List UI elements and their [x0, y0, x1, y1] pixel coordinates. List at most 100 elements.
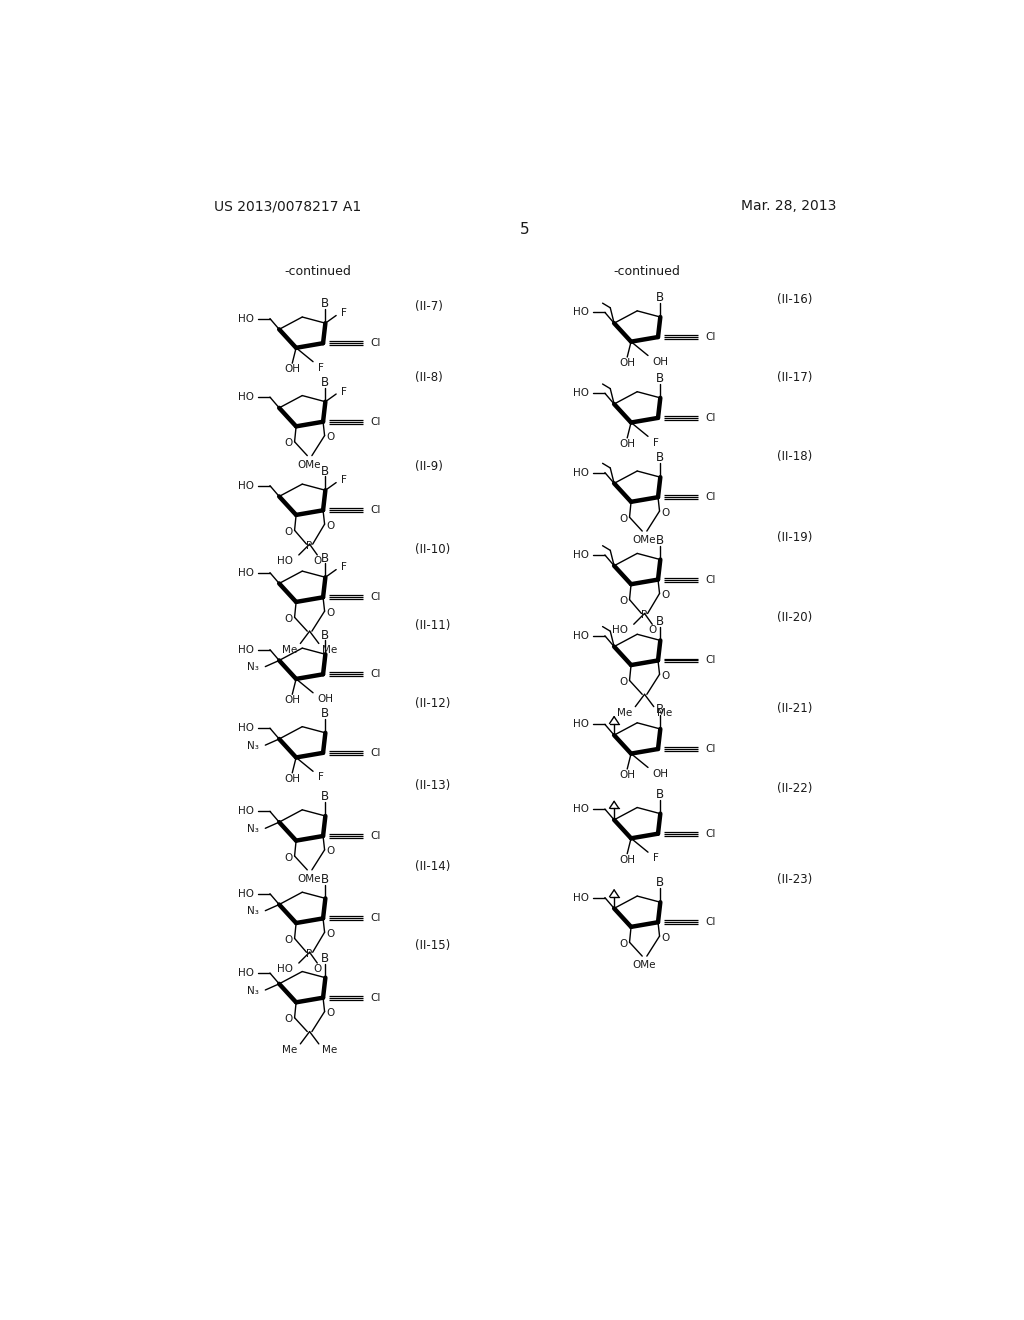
Text: OH: OH: [620, 440, 635, 449]
Text: F: F: [317, 772, 324, 783]
Text: F: F: [341, 475, 347, 486]
Text: OH: OH: [285, 774, 300, 784]
Text: HO: HO: [238, 968, 254, 978]
Text: -continued: -continued: [285, 265, 351, 279]
Text: F: F: [652, 437, 658, 447]
Text: (II-16): (II-16): [777, 293, 813, 306]
Text: B: B: [656, 788, 665, 801]
Text: Cl: Cl: [705, 829, 716, 838]
Text: (II-13): (II-13): [416, 779, 451, 792]
Text: (II-14): (II-14): [416, 861, 451, 874]
Text: O: O: [662, 671, 670, 681]
Text: HO: HO: [238, 568, 254, 578]
Text: O: O: [285, 527, 293, 537]
Text: HO: HO: [572, 467, 589, 478]
Text: Cl: Cl: [370, 748, 380, 758]
Text: B: B: [656, 292, 665, 305]
Text: O: O: [327, 1008, 335, 1018]
Text: B: B: [322, 791, 330, 804]
Text: P: P: [306, 541, 312, 550]
Text: O: O: [313, 964, 322, 974]
Text: B: B: [322, 297, 330, 310]
Text: N₃: N₃: [247, 907, 259, 916]
Text: Cl: Cl: [705, 744, 716, 754]
Text: B: B: [322, 873, 330, 886]
Text: B: B: [322, 376, 330, 389]
Text: O: O: [285, 935, 293, 945]
Text: Cl: Cl: [705, 413, 716, 422]
Text: OH: OH: [652, 356, 669, 367]
Text: (II-20): (II-20): [777, 611, 813, 624]
Text: O: O: [662, 933, 670, 942]
Text: OMe: OMe: [298, 459, 322, 470]
Text: (II-17): (II-17): [777, 371, 813, 384]
Text: Cl: Cl: [705, 656, 716, 665]
Text: HO: HO: [238, 723, 254, 733]
Text: B: B: [656, 451, 665, 465]
Text: HO: HO: [238, 314, 254, 323]
Text: O: O: [620, 597, 628, 606]
Text: Me: Me: [282, 1045, 297, 1055]
Text: O: O: [313, 556, 322, 566]
Text: F: F: [317, 363, 324, 372]
Text: F: F: [341, 562, 347, 573]
Text: B: B: [656, 533, 665, 546]
Text: HO: HO: [611, 626, 628, 635]
Text: OH: OH: [620, 358, 635, 368]
Text: B: B: [656, 372, 665, 385]
Text: B: B: [656, 615, 665, 628]
Text: O: O: [327, 846, 335, 857]
Text: O: O: [662, 590, 670, 601]
Text: O: O: [285, 438, 293, 449]
Text: OH: OH: [620, 855, 635, 865]
Text: O: O: [285, 614, 293, 624]
Text: O: O: [285, 1014, 293, 1024]
Text: HO: HO: [238, 644, 254, 655]
Text: Cl: Cl: [370, 669, 380, 680]
Text: HO: HO: [572, 388, 589, 399]
Text: F: F: [652, 853, 658, 863]
Text: B: B: [656, 704, 665, 717]
Text: P: P: [641, 610, 647, 620]
Text: Cl: Cl: [705, 333, 716, 342]
Text: N₃: N₃: [247, 824, 259, 834]
Text: O: O: [648, 626, 656, 635]
Text: Cl: Cl: [705, 917, 716, 927]
Text: N₃: N₃: [247, 986, 259, 995]
Text: OMe: OMe: [633, 536, 656, 545]
Text: (II-18): (II-18): [777, 450, 813, 463]
Text: HO: HO: [276, 556, 293, 566]
Text: (II-10): (II-10): [416, 543, 451, 556]
Text: B: B: [656, 876, 665, 890]
Text: Cl: Cl: [370, 338, 380, 348]
Text: Cl: Cl: [370, 417, 380, 426]
Text: Me: Me: [282, 644, 297, 655]
Text: Cl: Cl: [370, 832, 380, 841]
Text: (II-21): (II-21): [777, 702, 813, 714]
Text: OMe: OMe: [298, 874, 322, 884]
Text: HO: HO: [572, 550, 589, 560]
Text: Cl: Cl: [370, 913, 380, 924]
Text: B: B: [322, 465, 330, 478]
Text: B: B: [322, 708, 330, 721]
Text: (II-11): (II-11): [416, 619, 451, 631]
Text: Me: Me: [617, 708, 632, 718]
Text: HO: HO: [572, 804, 589, 814]
Text: (II-22): (II-22): [777, 781, 813, 795]
Text: O: O: [620, 513, 628, 524]
Text: -continued: -continued: [613, 265, 680, 279]
Text: Cl: Cl: [705, 574, 716, 585]
Text: B: B: [322, 628, 330, 642]
Text: O: O: [620, 939, 628, 949]
Text: OH: OH: [652, 768, 669, 779]
Text: OH: OH: [285, 696, 300, 705]
Text: (II-8): (II-8): [416, 371, 443, 384]
Text: Cl: Cl: [370, 993, 380, 1003]
Text: (II-12): (II-12): [416, 697, 451, 710]
Text: HO: HO: [572, 308, 589, 317]
Text: Me: Me: [656, 708, 672, 718]
Text: HO: HO: [572, 631, 589, 640]
Text: N₃: N₃: [247, 741, 259, 751]
Text: Me: Me: [322, 644, 337, 655]
Text: O: O: [327, 929, 335, 939]
